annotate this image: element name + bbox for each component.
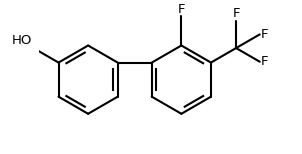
Text: F: F xyxy=(261,28,268,41)
Text: HO: HO xyxy=(12,34,33,47)
Text: F: F xyxy=(232,7,240,20)
Text: F: F xyxy=(261,55,268,68)
Text: F: F xyxy=(178,3,185,16)
